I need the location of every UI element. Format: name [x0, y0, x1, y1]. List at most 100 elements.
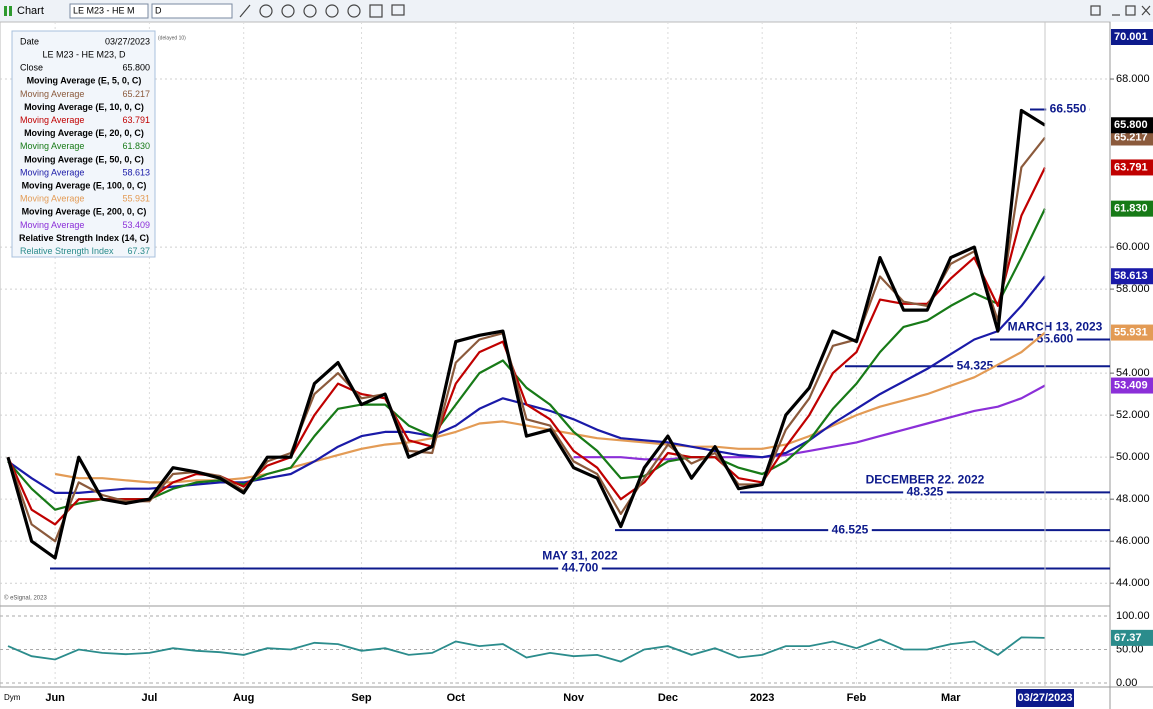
x-tick-label: 2023: [750, 692, 774, 704]
footer-label: Dym: [4, 693, 21, 702]
series-line: [7, 208, 1046, 511]
level-label-bg: [558, 562, 602, 575]
rsi-value-box: [1111, 629, 1153, 646]
y-tick-label: 68.000: [1116, 73, 1150, 85]
y-tick-label: 48.000: [1116, 493, 1150, 505]
level-label: 44.700: [562, 561, 599, 575]
tool-icon[interactable]: [369, 4, 383, 18]
tool-icon[interactable]: [325, 4, 339, 18]
info-value: 53.409: [122, 220, 150, 230]
info-study: Moving Average (E, 5, 0, C): [27, 76, 142, 86]
chart-icon: [9, 6, 12, 16]
info-study: Moving Average (E, 200, 0, C): [22, 207, 147, 217]
copyright: © eSignal, 2023: [4, 595, 47, 602]
info-value: 58.613: [122, 167, 150, 177]
interval-box[interactable]: [151, 3, 233, 19]
level-label-bg: [1046, 103, 1090, 116]
y-tick-label: 54.000: [1116, 367, 1150, 379]
interval-input[interactable]: D: [155, 5, 162, 15]
x-tick-label: Oct: [447, 692, 466, 704]
last-value-box: [1111, 377, 1153, 394]
y-tick-label: 52.000: [1116, 409, 1150, 421]
last-value-label: 65.800: [1114, 119, 1148, 131]
rsi-tick-label: 50.00: [1116, 643, 1144, 655]
info-label: Moving Average: [20, 115, 84, 125]
last-value-label: 63.791: [1114, 161, 1148, 173]
info-value: 55.931: [122, 194, 150, 204]
info-value: 65.217: [122, 89, 150, 99]
maximize-icon[interactable]: [1125, 5, 1136, 16]
info-label: Moving Average: [20, 141, 84, 151]
last-value-box: [1111, 268, 1153, 285]
tool-icon[interactable]: [281, 4, 295, 18]
delay-note: (delayed 10): [158, 35, 186, 41]
info-label: Moving Average: [20, 194, 84, 204]
y-tick-label: 46.000: [1116, 535, 1150, 547]
info-label: Date: [20, 36, 39, 46]
info-label: Moving Average: [20, 167, 84, 177]
draw-icon[interactable]: [239, 4, 251, 18]
tool-icon[interactable]: [303, 4, 317, 18]
level-label-bg: [953, 360, 997, 373]
info-label: Relative Strength Index: [20, 246, 114, 256]
symbol-box[interactable]: [69, 3, 149, 19]
info-value: 03/27/2023: [105, 36, 150, 46]
x-tick-label: Mar: [941, 692, 961, 704]
last-value-box: [1111, 117, 1153, 134]
info-study: Moving Average (E, 20, 0, C): [24, 128, 144, 138]
series-line: [6, 108, 1046, 560]
x-tick-label: Sep: [351, 692, 371, 704]
top-value-label: 70.001: [1114, 31, 1148, 43]
current-date-box: [1016, 689, 1074, 707]
tool-icon[interactable]: [259, 4, 273, 18]
series: [6, 108, 1046, 663]
last-value-label: 61.830: [1114, 203, 1148, 215]
info-value: 61.830: [122, 141, 150, 151]
info-study: Moving Average (E, 10, 0, C): [24, 102, 144, 112]
last-value-label: 55.931: [1114, 326, 1148, 338]
toolbar-icons[interactable]: [239, 4, 1151, 18]
last-value-box: [1111, 200, 1153, 217]
level-label-bg: [828, 524, 872, 537]
level-note: DECEMBER 22. 2022: [866, 473, 985, 487]
info-panel: [11, 30, 156, 258]
info-study: Moving Average (E, 50, 0, C): [24, 154, 144, 164]
last-value-box: [1111, 129, 1153, 146]
rsi-line: [7, 636, 1046, 663]
y-tick-label: 50.000: [1116, 451, 1150, 463]
toolbar-title: Chart: [17, 5, 44, 17]
info-value: 63.791: [122, 115, 150, 125]
level-note: MARCH 13, 2023: [1008, 320, 1103, 334]
rsi-value-label: 67.37: [1114, 632, 1142, 644]
level-label: 54.325: [957, 358, 994, 372]
x-tick-label: Feb: [847, 692, 867, 704]
rsi-tick-label: 0.00: [1116, 677, 1137, 689]
info-symbol: LE M23 - HE M23, D: [42, 49, 126, 59]
series-line: [6, 167, 1046, 526]
y-tick-label: 44.000: [1116, 577, 1150, 589]
rsi-tick-label: 100.00: [1116, 610, 1150, 622]
x-tick-label: Aug: [233, 692, 254, 704]
tool-icon[interactable]: [391, 4, 405, 16]
window-icon[interactable]: [1090, 5, 1101, 16]
last-value-box: [1111, 159, 1153, 176]
level-label: 48.325: [907, 485, 944, 499]
level-label: 66.550: [1050, 102, 1087, 116]
info-study: Moving Average (E, 100, 0, C): [22, 180, 147, 190]
level-label: 46.525: [832, 522, 869, 536]
last-value-label: 53.409: [1114, 379, 1148, 391]
info-value: 67.37: [127, 246, 150, 256]
symbol-input[interactable]: LE M23 - HE M: [73, 5, 135, 15]
info-label: Close: [20, 63, 43, 73]
chart-icon: [4, 6, 7, 16]
plot-frame: [0, 21, 1111, 688]
x-tick-label: Jul: [141, 692, 157, 704]
close-icon[interactable]: [1141, 5, 1151, 16]
top-value-box: [1111, 29, 1153, 45]
x-tick-label: Jun: [45, 692, 65, 704]
x-tick-label: 03/27/2023: [1017, 692, 1072, 704]
tool-icon[interactable]: [347, 4, 361, 18]
series-line: [6, 136, 1046, 543]
level-label: 55.600: [1037, 332, 1074, 346]
